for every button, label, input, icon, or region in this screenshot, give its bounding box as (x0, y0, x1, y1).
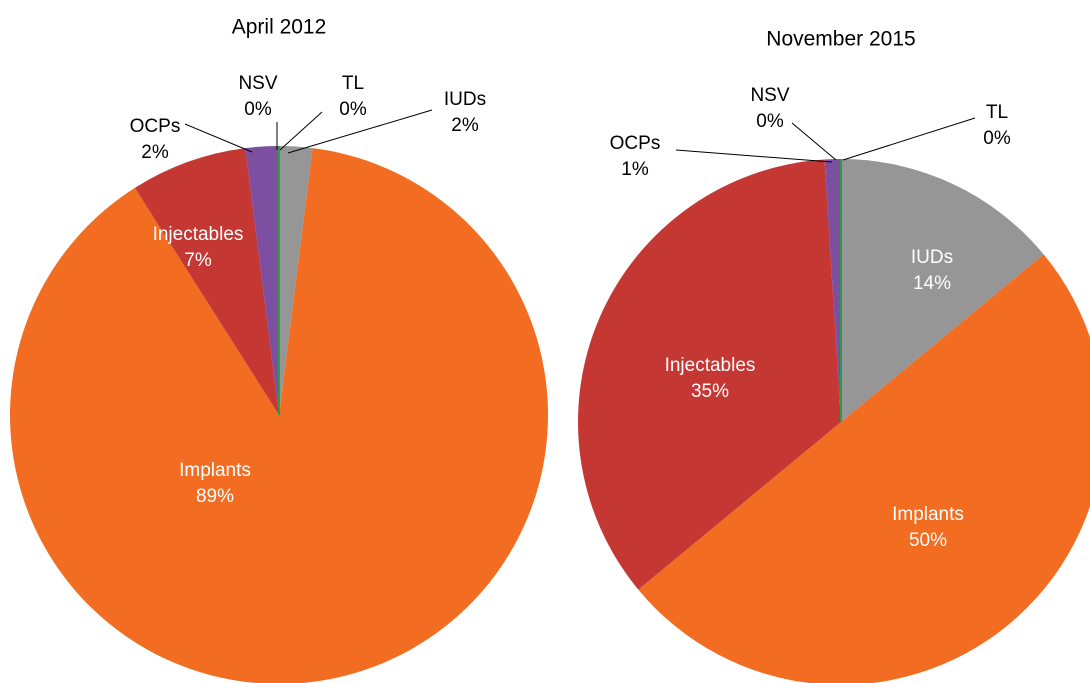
slice-value-label: 89% (196, 486, 234, 507)
slice-value-label: 50% (909, 530, 947, 551)
slice-value-label: 0% (983, 128, 1011, 149)
slice (824, 159, 841, 422)
slice-label: OCPs (130, 116, 181, 137)
slice (245, 146, 279, 415)
slice-label: Implants (892, 504, 964, 525)
slice-value-label: 14% (913, 273, 951, 294)
slice-label: IUDs (444, 89, 486, 110)
slice-value-label: 1% (621, 159, 649, 180)
slice-value-label: 0% (244, 99, 272, 120)
leader-line (675, 149, 833, 163)
slice-value-label: 35% (691, 381, 729, 402)
slice (841, 159, 1044, 422)
slice-label: NSV (238, 73, 277, 94)
slice (134, 148, 279, 415)
leader-line (287, 109, 433, 154)
slice (279, 146, 313, 415)
slice-label: TL (342, 73, 364, 94)
slice-label: OCPs (610, 133, 661, 154)
slice-value-label: 2% (451, 115, 479, 136)
slice-label: TL (986, 102, 1008, 123)
slice-label: Injectables (665, 355, 756, 376)
leader-line (842, 117, 976, 161)
slice-value-label: 0% (339, 99, 367, 120)
slice (638, 254, 1090, 683)
slice (578, 159, 841, 590)
chart-title: November 2015 (766, 28, 915, 51)
slice (10, 148, 548, 683)
leader-line (279, 111, 323, 151)
leader-line (791, 122, 837, 161)
slice-value-label: 7% (184, 250, 212, 271)
slice-value-label: 0% (756, 111, 784, 132)
slice-label: IUDs (911, 247, 953, 268)
chart-title: April 2012 (232, 16, 327, 39)
slice-label: NSV (750, 85, 789, 106)
slice-value-label: 2% (141, 142, 169, 163)
leader-line (184, 123, 253, 153)
slice-label: Injectables (153, 224, 244, 245)
slice-label: Implants (179, 460, 251, 481)
